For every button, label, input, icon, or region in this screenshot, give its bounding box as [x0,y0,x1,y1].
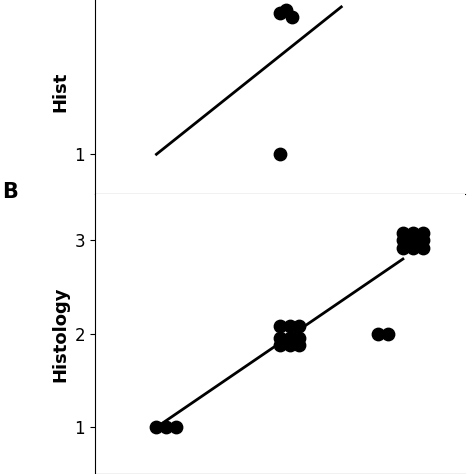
Point [286,322,293,330]
Point [399,244,407,252]
Point [276,9,283,17]
Point [276,341,283,349]
Point [399,237,407,244]
Y-axis label: Histology: Histology [51,286,69,382]
Point [419,237,427,244]
X-axis label: Scintigraphy: Scintigraphy [216,227,344,245]
Point [296,334,303,341]
Point [173,423,180,431]
Text: B: B [2,182,18,202]
Point [419,244,427,252]
Point [374,330,382,337]
Point [276,150,283,158]
Point [399,229,407,237]
Point [282,6,290,14]
Point [384,330,392,337]
Point [276,322,283,330]
Y-axis label: Hist: Hist [51,72,69,112]
Point [409,229,417,237]
Point [296,341,303,349]
Point [276,334,283,341]
Point [409,237,417,244]
Point [296,322,303,330]
Point [286,341,293,349]
Point [419,229,427,237]
Point [409,244,417,252]
Point [163,423,170,431]
Point [286,334,293,341]
Point [288,13,296,20]
Point [153,423,160,431]
